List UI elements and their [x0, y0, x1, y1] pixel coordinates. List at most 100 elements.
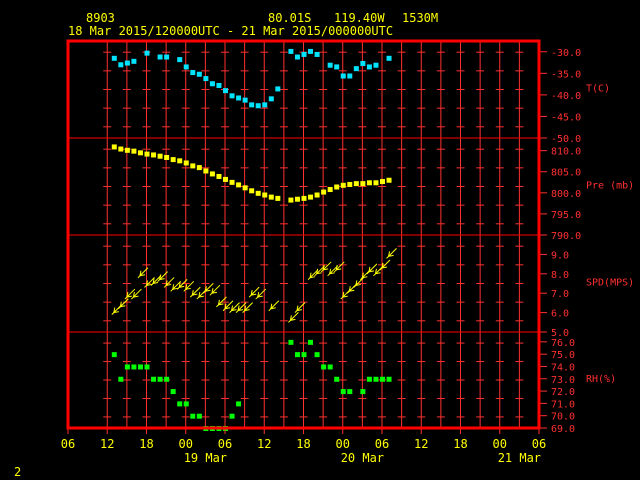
rh-point	[151, 376, 157, 382]
wind-barb	[176, 279, 188, 290]
wind-tail	[294, 308, 300, 314]
wind-barb	[183, 280, 195, 292]
rh-point	[157, 376, 163, 382]
wind-barb	[327, 265, 339, 277]
rh-point	[111, 352, 117, 358]
wind-tail	[307, 275, 313, 281]
temp-point	[301, 51, 307, 57]
pres-point	[255, 190, 261, 196]
y-tick-label: 70.0	[551, 412, 575, 423]
wind-tail	[117, 304, 123, 310]
wind-barb	[333, 261, 345, 273]
pres-point	[321, 189, 327, 195]
temp-point	[262, 102, 268, 108]
wind-barb	[248, 286, 260, 298]
wind-tail	[360, 275, 365, 281]
temp-point	[216, 82, 222, 88]
temp-point	[353, 66, 359, 72]
y-tick-label: 69.0	[551, 424, 575, 435]
y-tick-label: 7.0	[551, 289, 569, 300]
wind-tail	[340, 294, 346, 300]
wind-barb	[379, 259, 391, 271]
pres-point	[151, 152, 157, 158]
station-id: 8903	[86, 11, 115, 25]
rh-point	[386, 376, 392, 382]
temp-point	[124, 60, 130, 66]
y-tick-label: 75.0	[551, 350, 575, 361]
wind-tail	[150, 281, 156, 286]
temp-point	[111, 55, 117, 61]
wind-tail	[170, 286, 176, 292]
x-tick-label: 12	[414, 437, 428, 451]
temp-point	[249, 102, 255, 108]
pres-point	[216, 173, 222, 179]
temp-point	[294, 54, 300, 60]
y-tick-label: 5.0	[551, 328, 569, 339]
wind-tail	[366, 269, 372, 275]
pres-point	[164, 154, 170, 160]
y-tick-label: -35.0	[551, 69, 581, 80]
pres-point	[373, 180, 379, 186]
pres-point	[190, 163, 196, 169]
pres-point	[301, 195, 307, 201]
wind-tail	[353, 283, 359, 288]
time-range: 18 Mar 2015/120000UTC - 21 Mar 2015/0000…	[68, 24, 393, 38]
pres-point	[327, 187, 333, 193]
pres-point	[268, 194, 274, 200]
temp-point	[275, 86, 281, 92]
wind-tail	[196, 294, 202, 300]
rh-point	[170, 389, 176, 395]
date-label: 20 Mar	[341, 451, 384, 465]
pres-point	[203, 168, 209, 174]
pres-point	[360, 181, 366, 187]
rh-point	[137, 364, 143, 370]
rh-point	[190, 413, 196, 419]
wind-barb	[203, 282, 214, 294]
pres-point	[275, 195, 281, 201]
temp-point	[340, 73, 346, 79]
temp-point	[288, 48, 294, 54]
wind-barb	[268, 300, 280, 312]
y-tick-label: 800.0	[551, 189, 581, 200]
pres-point	[131, 148, 137, 154]
x-tick-label: 00	[336, 437, 350, 451]
pres-point	[209, 171, 215, 177]
date-label: 19 Mar	[184, 451, 227, 465]
rh-point	[183, 401, 189, 407]
temp-point	[223, 88, 228, 94]
wind-barb	[242, 302, 253, 314]
pres-point	[223, 176, 228, 182]
rh-point	[340, 389, 346, 395]
wind-tail	[209, 290, 215, 296]
y-tick-label: -50.0	[551, 134, 581, 145]
panel-label-wind: SPD(MPS)	[586, 278, 634, 289]
wind-barb	[222, 300, 234, 312]
wind-barb	[150, 275, 162, 286]
temp-point	[360, 60, 366, 66]
wind-tail	[189, 292, 195, 298]
pres-point	[262, 192, 268, 198]
wind-barb	[294, 302, 306, 314]
y-tick-label: 8.0	[551, 270, 569, 281]
temp-point	[209, 81, 215, 87]
wind-barb	[117, 298, 129, 310]
rh-point	[301, 352, 307, 358]
temp-point	[118, 62, 124, 68]
pres-point	[334, 184, 340, 190]
wind-barb	[307, 269, 319, 281]
x-tick-label: 06	[61, 437, 75, 451]
wind-barb	[163, 277, 175, 288]
temp-point	[164, 54, 170, 60]
temp-point	[373, 62, 379, 68]
wind-barb	[144, 277, 155, 288]
rh-point	[347, 389, 353, 395]
y-tick-label: 9.0	[551, 250, 569, 261]
temp-point	[183, 64, 189, 70]
wind-tail	[314, 271, 319, 277]
temp-point	[255, 103, 261, 109]
wind-tail	[386, 253, 391, 259]
rh-point	[124, 364, 130, 370]
wind-barb	[229, 302, 240, 314]
y-tick-label: -30.0	[551, 48, 581, 59]
wind-tail	[124, 294, 130, 300]
